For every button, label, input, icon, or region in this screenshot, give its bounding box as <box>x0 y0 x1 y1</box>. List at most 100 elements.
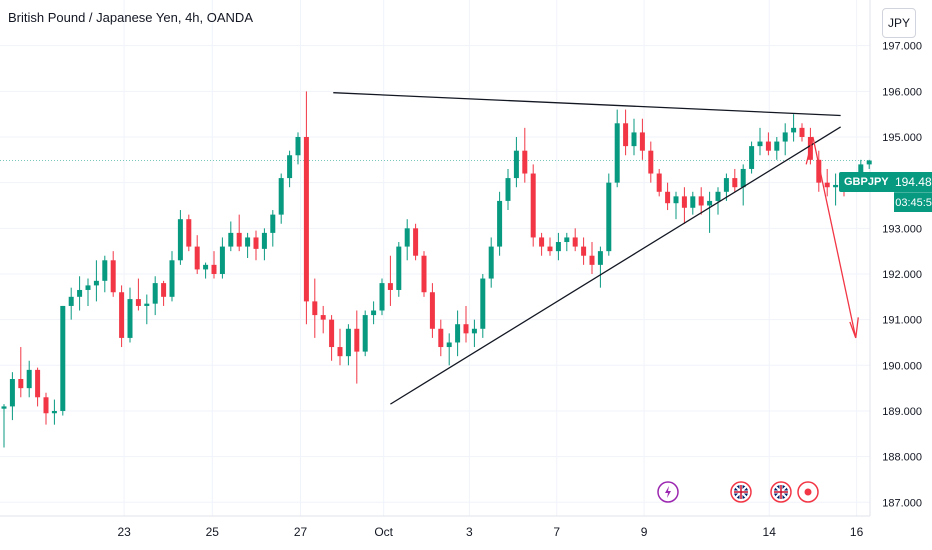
projection-arrowhead <box>849 317 859 339</box>
candle <box>623 109 629 156</box>
candle <box>387 255 393 306</box>
price-tick-label: 189.000 <box>882 406 922 418</box>
candle-body <box>757 141 763 147</box>
candle <box>270 210 276 247</box>
time-tick-label: 27 <box>294 525 308 539</box>
candle <box>715 187 721 215</box>
candle-body <box>303 136 309 302</box>
candle-body <box>631 132 637 147</box>
candle <box>505 168 511 211</box>
candle-body <box>93 280 99 286</box>
candle <box>253 230 259 261</box>
candle-body <box>530 173 536 238</box>
candle-body <box>690 196 696 208</box>
currency-unit-button[interactable]: JPY <box>882 8 916 38</box>
candle <box>119 285 125 348</box>
candle-body <box>1 406 7 409</box>
candle <box>186 214 192 252</box>
candle <box>9 372 15 421</box>
candle <box>757 127 763 156</box>
candle-body <box>455 324 461 343</box>
price-tick-label: 188.000 <box>882 452 922 464</box>
candle-body <box>572 237 578 247</box>
candle <box>177 210 183 265</box>
lightning-icon-bolt <box>665 486 671 498</box>
candle <box>312 278 318 338</box>
candle <box>471 319 477 348</box>
candle <box>278 173 284 224</box>
candle-body <box>396 246 402 290</box>
candle-body <box>539 237 545 247</box>
candle <box>203 262 209 279</box>
candle <box>547 237 553 256</box>
uk-flag-icon[interactable] <box>770 481 792 503</box>
candle <box>169 251 175 302</box>
candle <box>245 232 251 258</box>
candle-body <box>732 178 738 188</box>
candle-body <box>824 182 830 188</box>
time-tick-label: Oct <box>374 525 393 539</box>
price-label: 194.485 <box>893 172 932 193</box>
candle-body <box>497 200 503 247</box>
candle <box>152 276 158 316</box>
candle-body <box>639 132 645 151</box>
candle <box>497 191 503 256</box>
candle <box>404 219 410 261</box>
candle-body <box>362 315 368 352</box>
candle-body <box>119 292 125 338</box>
price-tick-label: 190.000 <box>882 360 922 372</box>
candle <box>429 283 435 338</box>
candle-body <box>43 397 49 414</box>
candle <box>51 399 57 425</box>
candle <box>665 182 671 211</box>
candle-body <box>681 196 687 208</box>
candle-body <box>253 237 259 249</box>
candle-body <box>656 173 662 192</box>
candle <box>833 173 839 206</box>
economic-events-row <box>657 481 819 503</box>
candle-body <box>513 150 519 179</box>
candle <box>555 232 561 261</box>
candle <box>345 324 351 366</box>
candle-body <box>127 299 133 338</box>
drawings-layer <box>333 92 859 405</box>
upper-trendline <box>333 92 841 117</box>
candle <box>236 214 242 252</box>
lightning-icon[interactable] <box>657 481 679 503</box>
uk-flag-icon[interactable] <box>730 481 752 503</box>
candle-body <box>35 369 41 398</box>
candle-body <box>488 246 494 279</box>
candle <box>522 127 528 183</box>
price-tick-label: 197.000 <box>882 41 922 53</box>
candle-body <box>799 127 805 137</box>
candle-body <box>177 219 183 261</box>
candle <box>816 150 822 192</box>
candle-body <box>581 246 587 256</box>
candle <box>68 287 74 320</box>
candle <box>320 305 326 334</box>
candle <box>228 221 234 252</box>
candle-body <box>833 184 839 188</box>
candle-body <box>505 178 511 201</box>
price-tick-label: 196.000 <box>882 86 922 98</box>
candle <box>26 360 32 398</box>
candle-body <box>51 410 57 414</box>
dot-icon[interactable] <box>797 481 819 503</box>
candle-body <box>320 315 326 320</box>
candle-body <box>287 155 293 179</box>
countdown-label: 03:45:54 <box>895 197 932 209</box>
candle <box>539 232 545 256</box>
candle-body <box>429 292 435 329</box>
time-tick-label: 7 <box>553 525 560 539</box>
price-tick-label: 192.000 <box>882 269 922 281</box>
candle <box>656 168 662 197</box>
candle <box>371 301 377 325</box>
candle <box>102 255 108 293</box>
candle-body <box>186 219 192 247</box>
candle-body <box>77 289 83 297</box>
candle-body <box>135 299 141 306</box>
candle-body <box>740 168 746 188</box>
candles-layer <box>1 91 872 448</box>
